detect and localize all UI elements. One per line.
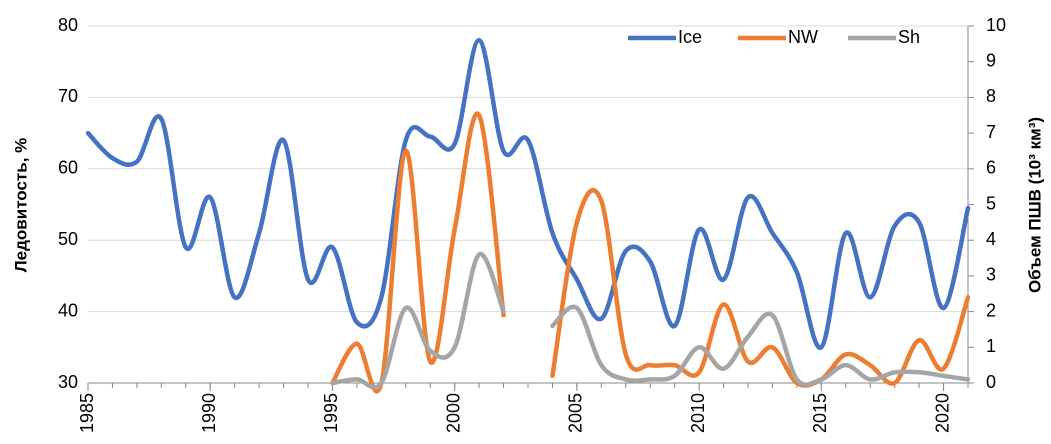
legend-label: NW [788,27,818,47]
x-tick-label: 2000 [443,393,463,433]
y2-axis-title: Объем ПШВ (10³ км³) [1025,117,1044,293]
y2-tick-label: 10 [986,15,1006,35]
y-tick-label: 40 [58,300,78,320]
y2-tick-label: 9 [986,50,996,70]
y2-tick-label: 8 [986,86,996,106]
y-axis-title: Ледовитость, % [11,138,30,273]
y-tick-label: 60 [58,158,78,178]
y2-tick-label: 7 [986,122,996,142]
y2-tick-label: 6 [986,158,996,178]
x-tick-label: 2005 [566,393,586,433]
y2-tick-label: 0 [986,372,996,392]
y2-tick-label: 5 [986,193,996,213]
legend-label: Sh [898,27,920,47]
y2-tick-label: 2 [986,300,996,320]
x-tick-label: 2015 [810,393,830,433]
y-tick-label: 70 [58,86,78,106]
series-line [330,111,971,394]
x-tick-label: 1990 [199,393,219,433]
x-tick-label: 1985 [77,393,97,433]
x-tick-label: 2010 [688,393,708,433]
y-tick-label: 30 [58,372,78,392]
y-tick-label: 80 [58,15,78,35]
y-tick-label: 50 [58,229,78,249]
series-line [330,252,971,390]
y2-tick-label: 1 [986,336,996,356]
x-tick-label: 1995 [321,393,341,433]
x-tick-label: 2020 [932,393,952,433]
y2-tick-label: 3 [986,265,996,285]
series-line [85,38,971,350]
y2-tick-label: 4 [986,229,996,249]
legend-label: Ice [678,27,702,47]
